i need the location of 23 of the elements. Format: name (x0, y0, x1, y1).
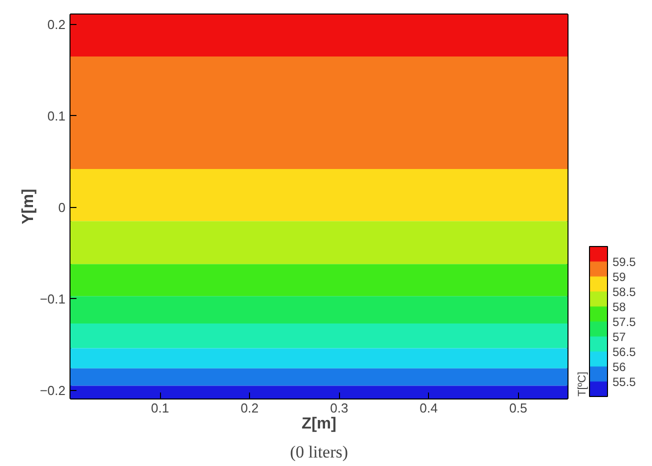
y-axis-title: Y[m] (20, 188, 37, 224)
color-bar-label: 56.5 (612, 345, 636, 359)
color-bar-label: 56 (612, 360, 626, 374)
color-bar-label: 55.5 (612, 375, 636, 389)
color-bar-label: 57.5 (612, 315, 636, 329)
x-tick-label: 0.5 (509, 400, 528, 416)
color-bar-label: 59.5 (612, 255, 636, 269)
x-tick-label: 0.1 (151, 400, 170, 416)
y-tick-label: 0.2 (47, 17, 66, 32)
x-tick-label: 0.3 (330, 400, 348, 416)
y-tick-label: 0.1 (47, 108, 66, 124)
text: (0 liters) (290, 442, 348, 462)
color-bar-title: T[ºC] (576, 372, 588, 396)
x-tick-label: 0.4 (420, 400, 438, 416)
x-axis-title: Z[m] (302, 416, 336, 432)
y-tick-label: 0 (58, 200, 66, 215)
color-bar-label: 58.5 (612, 285, 636, 299)
y-tick-label: −0.2 (40, 382, 66, 398)
color-bar-label: 59 (612, 270, 626, 284)
color-bar-label: 57 (612, 330, 626, 344)
y-tick-label: −0.1 (40, 291, 66, 306)
x-tick-label: 0.2 (240, 400, 259, 416)
color-bar-label: 58 (612, 300, 626, 314)
